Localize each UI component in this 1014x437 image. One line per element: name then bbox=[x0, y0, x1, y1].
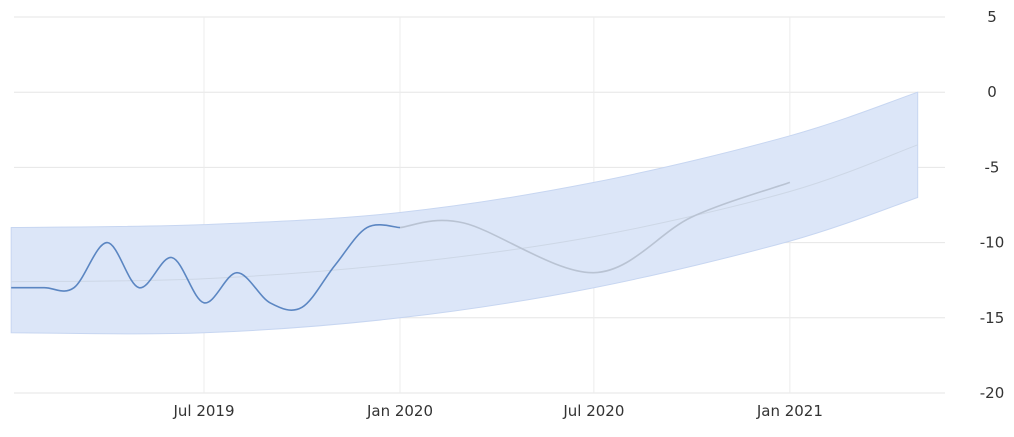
trend-line bbox=[11, 144, 918, 283]
x-tick-label: Jul 2019 bbox=[172, 402, 234, 420]
actual-line bbox=[11, 224, 401, 311]
y-tick-label: 5 bbox=[987, 8, 997, 26]
x-tick-label: Jan 2020 bbox=[366, 402, 433, 420]
y-tick-label: -15 bbox=[980, 309, 1005, 327]
forecast-line bbox=[399, 181, 791, 274]
x-axis-ticks: Jul 2019 Jan 2020 Jul 2020 Jan 2021 bbox=[172, 402, 822, 420]
y-tick-label: -10 bbox=[980, 234, 1005, 252]
y-tick-label: -20 bbox=[980, 384, 1005, 402]
y-tick-label: -5 bbox=[985, 158, 1000, 176]
y-tick-label: 0 bbox=[987, 83, 997, 101]
forecast-band bbox=[10, 91, 919, 335]
x-tick-label: Jul 2020 bbox=[562, 402, 624, 420]
x-tick-label: Jan 2021 bbox=[756, 402, 823, 420]
y-axis-ticks: 5 0 -5 -10 -15 -20 bbox=[980, 8, 1005, 402]
